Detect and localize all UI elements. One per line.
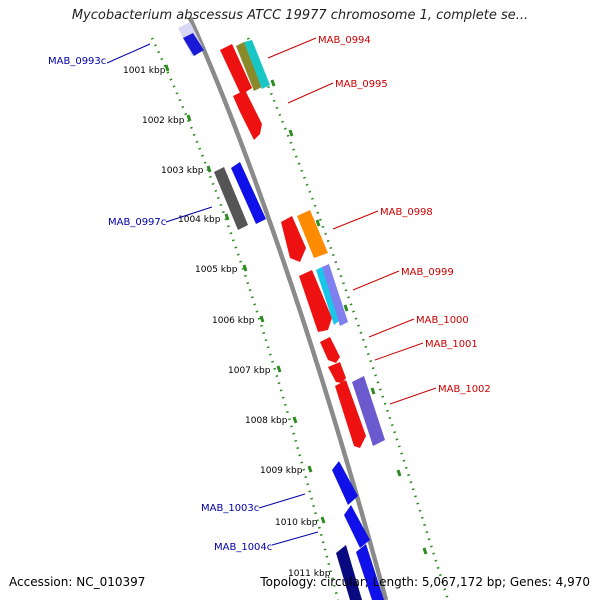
label-MAB_1004c[interactable]: MAB_1004c bbox=[214, 542, 272, 553]
label-MAB_1000[interactable]: MAB_1000 bbox=[416, 315, 469, 326]
gene-MAB_0994-c[interactable] bbox=[244, 40, 270, 89]
tick-label-1008: 1008 kbp bbox=[245, 416, 288, 426]
inner-tick-3 bbox=[315, 219, 321, 227]
label-MAB_1002[interactable]: MAB_1002 bbox=[438, 384, 491, 395]
gene-MAB_0993c-body[interactable] bbox=[183, 33, 204, 56]
inner-tick-6 bbox=[396, 469, 402, 477]
tick-mark-1003 bbox=[206, 165, 212, 173]
gene-features[interactable] bbox=[178, 22, 385, 600]
tick-mark-1009 bbox=[307, 465, 313, 473]
inner-tick-2 bbox=[288, 129, 294, 137]
leader-MAB_1003c bbox=[258, 493, 306, 509]
genome-summary: Topology: circular; Length: 5,067,172 bp… bbox=[260, 575, 590, 589]
gene-MAB_1002-b[interactable] bbox=[352, 376, 385, 446]
tick-label-1010: 1010 kbp bbox=[275, 518, 318, 528]
tick-label-1004: 1004 kbp bbox=[178, 215, 221, 225]
label-MAB_0998[interactable]: MAB_0998 bbox=[380, 207, 433, 218]
leader-MAB_1002 bbox=[389, 387, 437, 405]
label-MAB_0993c[interactable]: MAB_0993c bbox=[48, 56, 106, 67]
tick-mark-1008 bbox=[292, 416, 298, 424]
gene-MAB_1004c-c[interactable] bbox=[356, 544, 384, 600]
leader-MAB_0995 bbox=[287, 82, 334, 104]
tick-mark-1004 bbox=[224, 213, 230, 221]
tick-label-1002: 1002 kbp bbox=[142, 116, 185, 126]
ruler-ticks bbox=[164, 64, 428, 555]
tick-label-1005: 1005 kbp bbox=[195, 265, 238, 275]
leader-MAB_0997c bbox=[165, 206, 213, 223]
gene-MAB_0999-c[interactable] bbox=[322, 264, 348, 326]
map-title: Mycobacterium abscessus ATCC 19977 chrom… bbox=[71, 8, 529, 23]
label-MAB_1001[interactable]: MAB_1001 bbox=[425, 339, 478, 350]
gene-MAB_0997c-b[interactable] bbox=[231, 162, 266, 224]
gene-MAB_0998-a[interactable] bbox=[281, 216, 306, 262]
tick-label-1009: 1009 kbp bbox=[260, 466, 303, 476]
tick-label-1001: 1001 kbp bbox=[123, 66, 166, 76]
tick-mark-1001 bbox=[164, 64, 170, 72]
tick-mark-1007 bbox=[276, 365, 282, 373]
gene-MAB_0999-a[interactable] bbox=[299, 270, 332, 332]
label-MAB_1003c[interactable]: MAB_1003c bbox=[201, 503, 259, 514]
tick-mark-1005 bbox=[242, 264, 248, 272]
tick-label-1003: 1003 kbp bbox=[161, 166, 204, 176]
leader-MAB_0999 bbox=[352, 270, 400, 291]
inner-tick-1 bbox=[270, 79, 276, 87]
tick-label-1007: 1007 kbp bbox=[228, 366, 271, 376]
label-MAB_0999[interactable]: MAB_0999 bbox=[401, 267, 454, 278]
label-MAB_0994[interactable]: MAB_0994 bbox=[318, 35, 371, 46]
gene-MAB_1002-a[interactable] bbox=[335, 380, 366, 448]
leader-MAB_1001 bbox=[374, 342, 424, 361]
gene-MAB_0995[interactable] bbox=[233, 90, 262, 140]
gene-MAB_0994-a[interactable] bbox=[220, 44, 252, 95]
leader-MAB_0998 bbox=[332, 210, 379, 230]
inner-tick-5 bbox=[370, 387, 376, 395]
genome-backbone bbox=[187, 17, 389, 600]
gene-MAB_1001[interactable] bbox=[328, 362, 346, 383]
tick-mark-1010 bbox=[320, 516, 326, 524]
gene-MAB_0997c-a[interactable] bbox=[214, 167, 248, 230]
tick-label-1006: 1006 kbp bbox=[212, 316, 255, 326]
tick-mark-1006 bbox=[259, 315, 265, 323]
gene-MAB_1000[interactable] bbox=[320, 337, 340, 363]
tick-label-1011: 1011 kbp bbox=[288, 569, 331, 579]
label-MAB_0997c[interactable]: MAB_0997c bbox=[108, 217, 166, 228]
inner-tick-4 bbox=[343, 304, 349, 312]
gene-MAB_0994-b[interactable] bbox=[236, 42, 262, 91]
leader-MAB_1000 bbox=[368, 318, 415, 338]
label-MAB_0995[interactable]: MAB_0995 bbox=[335, 79, 388, 90]
inner-tick-7 bbox=[422, 547, 428, 555]
label-leaders bbox=[106, 37, 437, 546]
leader-MAB_1004c bbox=[271, 531, 319, 546]
tick-mark-1002 bbox=[186, 114, 192, 122]
gene-MAB_1004c-b[interactable] bbox=[336, 545, 362, 600]
gene-MAB_0998-b[interactable] bbox=[297, 210, 328, 258]
gene-MAB_1003c[interactable] bbox=[332, 461, 358, 505]
gene-MAB_1004c-a[interactable] bbox=[344, 505, 370, 548]
gene-MAB_0999-b[interactable] bbox=[316, 267, 340, 325]
leader-MAB_0994 bbox=[267, 37, 317, 59]
accession-label: Accession: NC_010397 bbox=[9, 575, 146, 589]
leader-MAB_0993c bbox=[106, 43, 151, 64]
